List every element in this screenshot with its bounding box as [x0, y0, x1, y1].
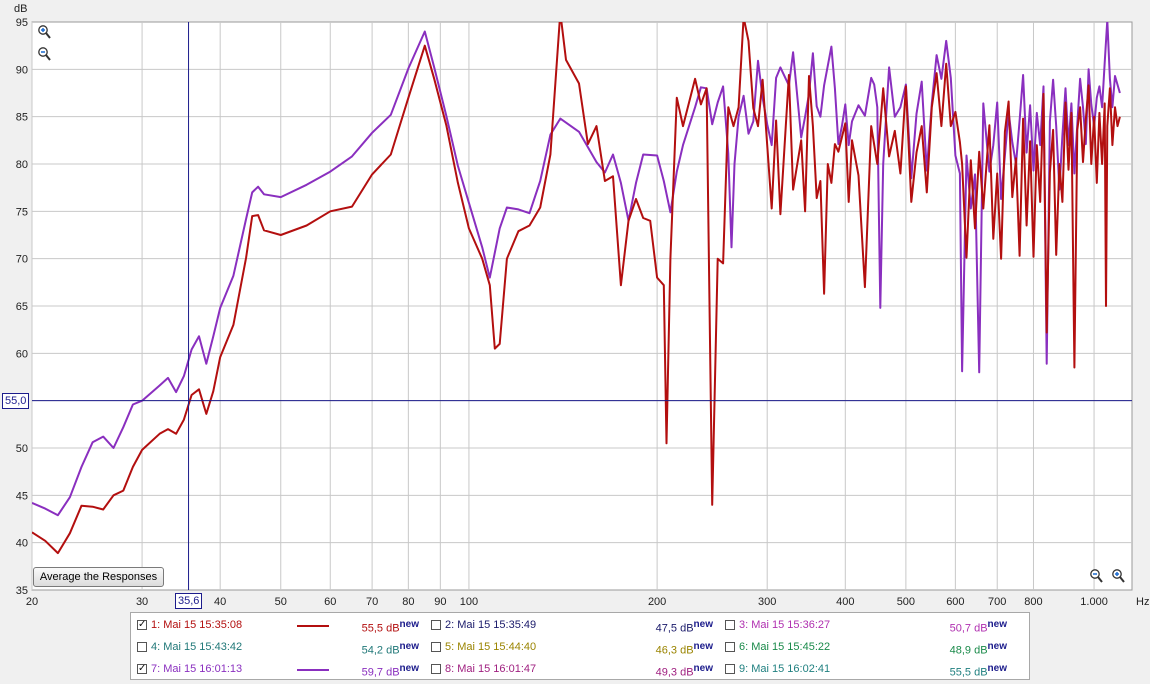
measurement-level-value: 48,9 dB — [949, 644, 988, 657]
measurement-checkbox[interactable]: ✓ — [137, 619, 147, 630]
measurement-entry[interactable]: 3: Mai 15 15:36:27 50,7 dBnew — [725, 615, 1007, 635]
measurement-level: 55,5 dBnew — [362, 619, 419, 635]
measurement-entry[interactable]: 5: Mai 15 15:44:40 46,3 dBnew — [431, 637, 713, 657]
measurement-level: 54,2 dBnew — [362, 641, 419, 657]
measurement-checkbox[interactable] — [431, 664, 441, 674]
series-line-1 — [32, 22, 1121, 555]
x-axis-unit: Hz — [1136, 596, 1149, 608]
measurement-level-value: 47,5 dB — [655, 622, 694, 635]
y-tick-label: 65 — [16, 301, 28, 313]
measurement-level: 46,3 dBnew — [656, 641, 713, 657]
measurement-checkbox[interactable] — [725, 664, 735, 674]
y-tick-label: 45 — [16, 490, 28, 502]
measurement-panel: ✓ 1: Mai 15 15:35:08 55,5 dBnew 2: Mai 15 1… — [130, 612, 1030, 680]
x-tick-label: 50 — [275, 596, 287, 608]
measurement-label: 2: Mai 15 15:35:49 — [445, 619, 537, 631]
measurement-level-value: 54,2 dB — [361, 644, 400, 657]
x-tick-label: 40 — [214, 596, 226, 608]
measurement-level-value: 46,3 dB — [655, 644, 694, 657]
new-badge: new — [693, 641, 713, 652]
x-tick-label: 1.000 — [1080, 596, 1108, 608]
new-badge: new — [987, 641, 1007, 652]
measurement-level: 47,5 dBnew — [656, 619, 713, 635]
cursor-y-readout: 55,0 — [2, 393, 30, 409]
new-badge: new — [399, 641, 419, 652]
measurement-level: 55,5 dBnew — [950, 663, 1007, 679]
measurement-checkbox[interactable] — [725, 620, 735, 630]
x-tick-label: 20 — [26, 596, 38, 608]
measurement-label: 5: Mai 15 15:44:40 — [445, 641, 537, 653]
x-tick-label: 70 — [366, 596, 378, 608]
measurement-level-value: 55,5 dB — [361, 622, 400, 635]
measurement-checkbox[interactable]: ✓ — [137, 663, 147, 674]
horizontal-zoom-out-icon[interactable] — [1088, 568, 1104, 584]
zoom-in-icon[interactable] — [36, 24, 52, 40]
measurement-checkbox[interactable] — [137, 642, 147, 652]
y-tick-label: 70 — [16, 254, 28, 266]
measurement-line-swatch — [297, 669, 329, 671]
measurement-entry[interactable]: 8: Mai 15 16:01:47 49,3 dBnew — [431, 659, 713, 679]
measurement-level-value: 59,7 dB — [361, 666, 400, 679]
measurement-checkbox[interactable] — [725, 642, 735, 652]
x-tick-label: 300 — [758, 596, 776, 608]
x-tick-label: 200 — [648, 596, 666, 608]
x-tick-label: 800 — [1024, 596, 1042, 608]
measurement-level: 48,9 dBnew — [950, 641, 1007, 657]
measurement-label: 7: Mai 15 16:01:13 — [151, 663, 243, 675]
y-axis-label: dB — [14, 3, 27, 15]
measurement-label: 9: Mai 15 16:02:41 — [739, 663, 831, 675]
measurement-level: 59,7 dBnew — [362, 663, 419, 679]
average-responses-button[interactable]: Average the Responses — [33, 567, 164, 587]
x-tick-label: 100 — [460, 596, 478, 608]
measurement-label: 4: Mai 15 15:43:42 — [151, 641, 243, 653]
x-tick-label: 60 — [324, 596, 336, 608]
horizontal-zoom-in-icon[interactable] — [1110, 568, 1126, 584]
new-badge: new — [693, 663, 713, 674]
y-tick-label: 40 — [16, 538, 28, 550]
measurement-label: 3: Mai 15 15:36:27 — [739, 619, 831, 631]
x-tick-label: 700 — [988, 596, 1006, 608]
y-tick-label: 35 — [16, 585, 28, 597]
x-tick-label: 500 — [897, 596, 915, 608]
measurement-checkbox[interactable] — [431, 620, 441, 630]
measurement-level: 50,7 dBnew — [950, 619, 1007, 635]
measurement-line-swatch — [297, 625, 329, 627]
measurement-checkbox[interactable] — [431, 642, 441, 652]
new-badge: new — [693, 619, 713, 630]
y-tick-label: 80 — [16, 159, 28, 171]
series-line-7 — [32, 22, 1121, 517]
measurement-entry[interactable]: ✓ 7: Mai 15 16:01:13 59,7 dBnew — [137, 659, 419, 679]
measurement-level-value: 55,5 dB — [949, 666, 988, 679]
measurement-entry[interactable]: 2: Mai 15 15:35:49 47,5 dBnew — [431, 615, 713, 635]
x-tick-label: 90 — [434, 596, 446, 608]
cursor-x-readout: 35,6 — [175, 593, 203, 609]
y-tick-label: 60 — [16, 348, 28, 360]
frequency-response-chart[interactable]: 35404550556065707580859095dB203040506070… — [0, 0, 1150, 610]
measurement-entry[interactable]: 6: Mai 15 15:45:22 48,9 dBnew — [725, 637, 1007, 657]
new-badge: new — [399, 619, 419, 630]
new-badge: new — [987, 619, 1007, 630]
x-tick-label: 30 — [136, 596, 148, 608]
new-badge: new — [987, 663, 1007, 674]
x-tick-label: 80 — [402, 596, 414, 608]
measurement-label: 1: Mai 15 15:35:08 — [151, 619, 243, 631]
measurement-entry[interactable]: 4: Mai 15 15:43:42 54,2 dBnew — [137, 637, 419, 657]
measurement-level-value: 50,7 dB — [949, 622, 988, 635]
measurement-level-value: 49,3 dB — [655, 666, 694, 679]
measurement-label: 8: Mai 15 16:01:47 — [445, 663, 537, 675]
x-tick-label: 600 — [946, 596, 964, 608]
y-tick-label: 85 — [16, 112, 28, 124]
measurement-entry[interactable]: 9: Mai 15 16:02:41 55,5 dBnew — [725, 659, 1007, 679]
y-tick-label: 75 — [16, 206, 28, 218]
new-badge: new — [399, 663, 419, 674]
measurement-level: 49,3 dBnew — [656, 663, 713, 679]
y-tick-label: 95 — [16, 17, 28, 29]
y-tick-label: 50 — [16, 443, 28, 455]
measurement-label: 6: Mai 15 15:45:22 — [739, 641, 831, 653]
measurement-entry[interactable]: ✓ 1: Mai 15 15:35:08 55,5 dBnew — [137, 615, 419, 635]
x-tick-label: 400 — [836, 596, 854, 608]
zoom-out-icon[interactable] — [36, 46, 52, 62]
y-tick-label: 90 — [16, 64, 28, 76]
